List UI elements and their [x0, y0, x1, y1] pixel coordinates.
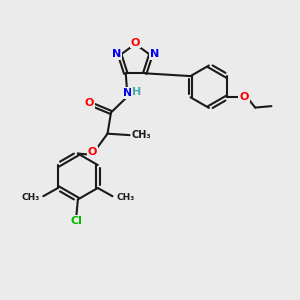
Text: CH₃: CH₃ [22, 193, 40, 202]
Text: O: O [84, 98, 94, 108]
Text: Cl: Cl [70, 216, 82, 226]
Text: O: O [239, 92, 249, 102]
Text: N: N [112, 49, 121, 59]
Text: N: N [123, 88, 132, 98]
Text: O: O [88, 147, 97, 157]
Text: N: N [150, 49, 159, 59]
Text: CH₃: CH₃ [116, 193, 134, 202]
Text: CH₃: CH₃ [132, 130, 152, 140]
Text: H: H [132, 87, 141, 97]
Text: O: O [130, 38, 140, 47]
